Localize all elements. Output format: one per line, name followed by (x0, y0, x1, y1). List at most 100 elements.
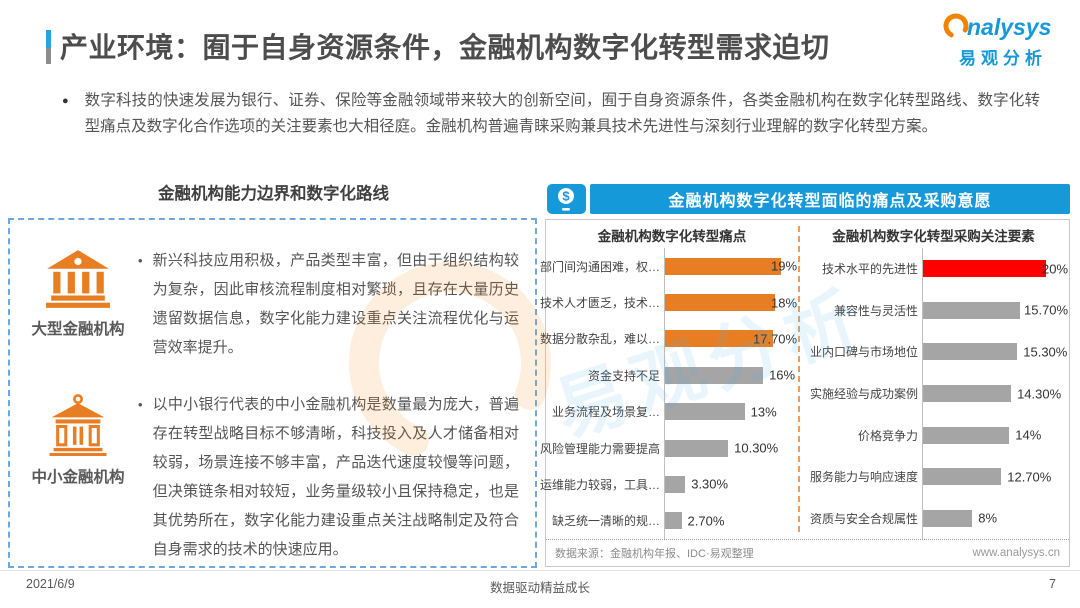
bar-row: 价格竞争力 14% (798, 414, 1069, 456)
bar (923, 260, 1047, 278)
bar-value-label: 14.30% (1017, 386, 1062, 402)
bar-row: 业务流程及场景复… 13% (546, 393, 798, 430)
bar-track: 16% (664, 357, 798, 394)
website-link[interactable]: www.analysys.cn (972, 547, 1060, 559)
title-accent-bar (46, 30, 51, 64)
pain-points-chart: 金融机构数字化转型痛点 部门间沟通困难，权… 19% 技术人才匮乏，技术… 18% 数据… (539, 220, 798, 539)
bar-row: 资金支持不足 16% (546, 357, 798, 394)
bar-track: 19% (664, 248, 798, 285)
category-label: 实施经验与成功案例 (809, 387, 918, 402)
left-dashed-panel: 大型金融机构 • 新兴科技应用积极，产品类型丰富，但由于组织结构较为复杂，因此审… (8, 218, 537, 568)
svg-text:$: $ (562, 189, 570, 204)
org-label: 中小金融机构 (31, 469, 125, 486)
org-description: 以中小银行代表的中小金融机构是数量最为庞大，普遍存在转型战略目标不够清晰，科技投… (152, 396, 519, 558)
category-label: 运维能力较弱，工具… (539, 477, 660, 492)
bar-track: 10.30% (664, 429, 798, 467)
org-block-large-institutions: 大型金融机构 • 新兴科技应用积极，产品类型丰富，但由于组织结构较为复杂，因此审… (22, 246, 519, 362)
bar (665, 512, 682, 530)
page-number: 7 (1049, 577, 1056, 591)
bullet-marker: • (138, 253, 143, 268)
bar-value-label: 8% (978, 510, 998, 526)
bar-value-label: 20% (1042, 261, 1069, 277)
org-description: 新兴科技应用积极，产品类型丰富，但由于组织结构较为复杂，因此审核流程制度相对繁琐… (152, 252, 519, 356)
bar-row: 缺乏统一清晰的规… 2.70% (546, 502, 798, 539)
bar-track: 14% (922, 414, 1069, 456)
bar-value-label: 16% (769, 367, 796, 383)
bar-track: 15.70% (922, 289, 1069, 332)
bar (665, 475, 686, 493)
bar-row: 兼容性与灵活性 15.70% (798, 289, 1069, 332)
bar-row: 风险管理能力需要提高 10.30% (539, 429, 798, 467)
bar-row: 业内口碑与市场地位 15.30% (798, 331, 1069, 373)
bullet-marker: • (138, 397, 143, 412)
footer-divider (0, 570, 1080, 571)
chart-divider (798, 226, 800, 532)
analysys-logo-icon: nalysys (943, 13, 1051, 40)
bar (665, 403, 745, 421)
bank-icon (46, 250, 110, 308)
bar-track: 8% (922, 497, 1069, 540)
bar-value-label: 2.70% (687, 513, 725, 529)
logo-brand-text: nalysys (967, 14, 1051, 40)
bar-track: 14.30% (922, 372, 1069, 415)
left-section-title: 金融机构能力边界和数字化路线 (158, 185, 389, 203)
category-label: 风险管理能力需要提高 (539, 441, 660, 456)
analysys-logo: nalysys 易观分析 (938, 8, 1068, 69)
bar-track: 20% (922, 248, 1069, 290)
org-label: 大型金融机构 (31, 321, 125, 338)
bar-value-label: 18% (771, 295, 798, 311)
category-label: 业内口碑与市场地位 (809, 345, 918, 360)
category-label: 技术人才匮乏，技术… (539, 296, 660, 311)
category-label: 数据分散杂乱，难以… (539, 332, 660, 347)
bar (665, 366, 764, 384)
bar (923, 468, 1002, 486)
bar-track: 15.30% (922, 331, 1069, 373)
bank-outline-icon (49, 394, 107, 456)
bar-row: 技术水平的先进性 20% (798, 248, 1069, 290)
bar-value-label: 10.30% (734, 440, 779, 456)
bar (923, 426, 1010, 444)
logo-brand-cn: 易观分析 (959, 49, 1047, 68)
charts-area: 金融机构数字化转型痛点 部门间沟通困难，权… 19% 技术人才匮乏，技术… 18% 数据… (539, 220, 1069, 540)
bar-track: 12.70% (922, 455, 1069, 498)
category-label: 兼容性与灵活性 (833, 303, 918, 318)
bar-row: 资质与安全合规属性 8% (798, 497, 1069, 540)
org-block-small-institutions: 中小金融机构 • 以中小银行代表的中小金融机构是数量最为庞大，普遍存在转型战略目… (22, 390, 519, 564)
bar-row: 实施经验与成功案例 14.30% (798, 372, 1069, 415)
bar-track: 13% (664, 393, 798, 430)
page-title: 产业环境：囿于自身资源条件，金融机构数字化转型需求迫切 (60, 32, 830, 63)
bar-track: 3.30% (664, 466, 798, 503)
bar (665, 257, 782, 275)
category-label: 业务流程及场景复… (551, 405, 660, 420)
bullet-marker: ● (62, 95, 69, 107)
footer-slogan: 数据驱动精益成长 (489, 581, 590, 595)
category-label: 技术水平的先进性 (821, 262, 918, 277)
bar (665, 294, 776, 312)
category-label: 服务能力与响应速度 (809, 470, 918, 485)
intro-text: 数字科技的快速发展为银行、证券、保险等金融领域带来较大的创新空间，囿于自身资源条… (84, 92, 1040, 135)
purchase-factors-chart: 金融机构数字化转型采购关注要素 技术水平的先进性 20% 兼容性与灵活性 15.70%… (798, 220, 1069, 540)
bar-track: 2.70% (664, 502, 798, 539)
bar-track: 17.70% (664, 320, 798, 358)
bar (923, 301, 1020, 319)
right-section-header: 金融机构数字化转型面临的痛点及采购意愿 (590, 184, 1070, 214)
bar-value-label: 17.70% (753, 331, 798, 347)
bar-track: 18% (664, 284, 798, 321)
bar-value-label: 13% (750, 404, 777, 420)
footer-date: 2021/6/9 (26, 577, 75, 591)
bar-row: 数据分散杂乱，难以… 17.70% (539, 320, 798, 358)
bar-value-label: 15.30% (1023, 344, 1068, 360)
charts-panel: 金融机构数字化转型痛点 部门间沟通困难，权… 19% 技术人才匮乏，技术… 18% 数据… (539, 219, 1070, 567)
category-label: 资质与安全合规属性 (809, 511, 918, 526)
intro-paragraph: ● 数字科技的快速发展为银行、证券、保险等金融领域带来较大的创新空间，囿于自身资… (62, 88, 1040, 140)
bar-row: 技术人才匮乏，技术… 18% (539, 284, 798, 321)
bar (923, 385, 1012, 403)
bar-value-label: 19% (771, 258, 798, 274)
chart-title: 金融机构数字化转型采购关注要素 (832, 229, 1035, 244)
chart-rows: 技术水平的先进性 20% 兼容性与灵活性 15.70% 业内口碑与市场地位 15.30% 实… (798, 248, 1069, 540)
bar-value-label: 3.30% (691, 476, 729, 492)
bar (923, 509, 973, 527)
chart-title: 金融机构数字化转型痛点 (597, 229, 747, 244)
bar-row: 运维能力较弱，工具… 3.30% (539, 466, 798, 503)
